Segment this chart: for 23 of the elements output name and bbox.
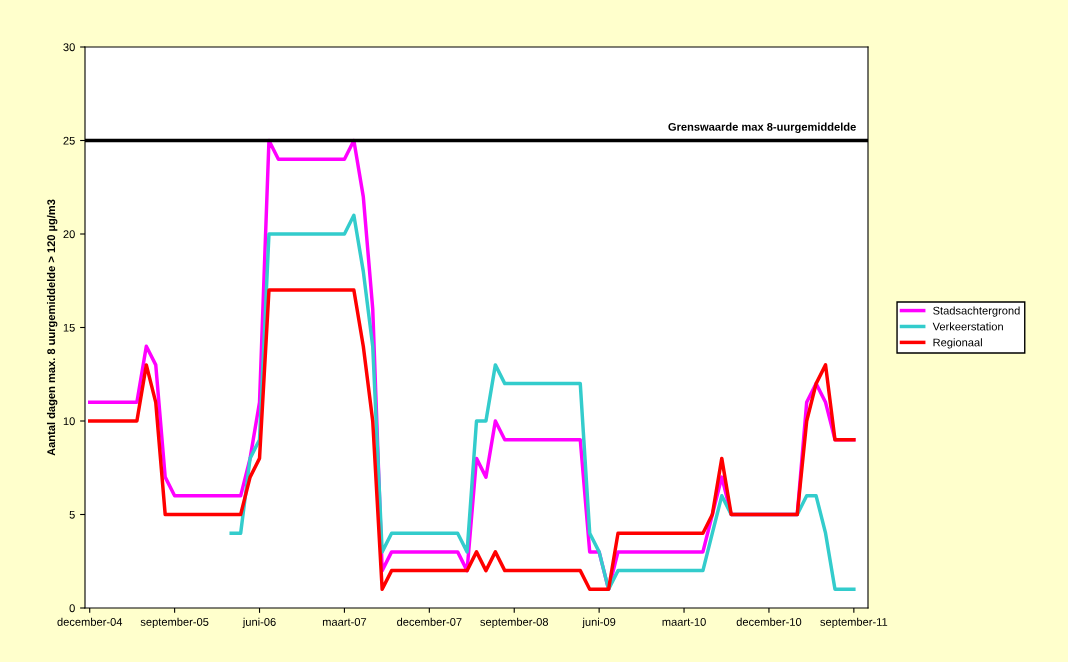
y-tick-label: 25 <box>63 136 75 145</box>
x-tick-label: juni-06 <box>242 617 276 629</box>
x-tick-label: maart-07 <box>322 618 367 626</box>
y-tick-label: 10 <box>63 417 75 426</box>
x-tick-label: juni-09 <box>582 617 616 629</box>
y-tick-label: 5 <box>69 510 75 519</box>
legend-label: Regionaal <box>933 338 982 349</box>
x-tick-label: december-04 <box>57 617 123 626</box>
x-tick-label: december-10 <box>736 617 802 626</box>
legend-label: Verkeerstation <box>932 322 1003 331</box>
y-tick-label: 20 <box>63 230 75 239</box>
x-tick-label: september-11 <box>820 617 888 629</box>
x-tick-label: september-08 <box>480 617 549 629</box>
y-tick-label: 30 <box>63 43 75 52</box>
y-tick-label: 0 <box>69 604 75 613</box>
x-tick-label: maart-10 <box>662 618 706 626</box>
legend-label: Stadsachtergrond <box>933 306 1020 317</box>
x-tick-label: december-07 <box>397 617 462 626</box>
x-tick-label: september-05 <box>140 617 209 629</box>
ref-line-label: Grenswaarde max 8-uurgemiddelde <box>668 122 856 134</box>
y-tick-label: 15 <box>63 323 75 332</box>
y-axis-title: Aantal dagen max. 8 uurgemiddelde > 120 µg/m3 <box>46 199 58 456</box>
line-series <box>87 288 856 592</box>
